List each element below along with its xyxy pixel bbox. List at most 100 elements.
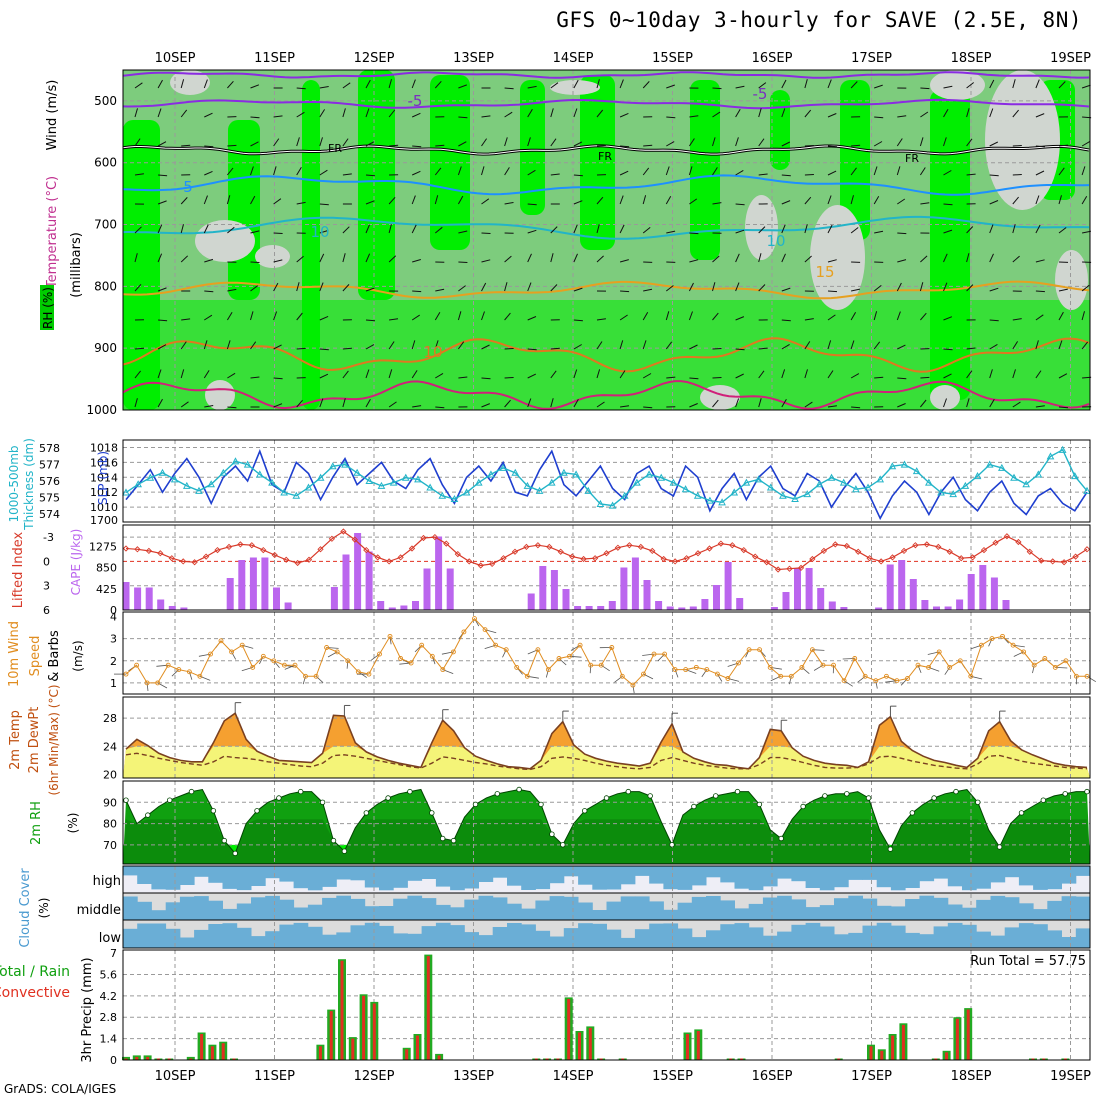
wind-barb <box>435 406 445 409</box>
thickness-marker <box>182 481 191 489</box>
cape-bar <box>354 533 362 610</box>
wind-barb <box>804 79 808 89</box>
wind-barb <box>365 369 370 379</box>
top-day-label: 11SEP <box>254 51 295 66</box>
wind-barb <box>134 398 138 408</box>
wind-barb <box>873 341 881 350</box>
thickness-marker <box>243 460 252 468</box>
wind-barb <box>619 79 624 89</box>
wind-barb <box>1081 140 1091 147</box>
wind-barb <box>550 347 560 350</box>
contour-label: -5 <box>408 92 423 110</box>
cloud-middle-bar <box>435 904 451 920</box>
wind-barb <box>180 369 185 379</box>
rh2m-marker <box>800 803 806 810</box>
cloud-high-bar <box>194 866 209 877</box>
wind-barb <box>342 284 350 292</box>
rh-legend-swatch <box>40 285 54 330</box>
cloud-middle-bar <box>677 902 693 920</box>
cloud-middle-bar <box>634 896 650 920</box>
wind-barb <box>596 109 604 118</box>
wind-barb <box>596 79 600 89</box>
thickness-marker <box>401 473 410 481</box>
cloud-high-bar <box>393 866 408 888</box>
cloud-low-bar <box>876 922 892 948</box>
rh-moist-region <box>770 90 790 170</box>
wind-barb <box>203 195 208 205</box>
precip-convective-bar <box>567 998 571 1060</box>
wind-speed-marker <box>577 642 583 648</box>
cloud-high-bar <box>677 866 693 890</box>
wind-barb <box>157 224 163 234</box>
wind-barb <box>573 108 578 118</box>
wind10m-panel <box>114 612 1097 694</box>
wind-barb <box>688 138 695 147</box>
cloud-middle-bar <box>905 899 920 920</box>
wind-barb <box>504 282 508 292</box>
wind-barb <box>989 287 999 292</box>
lifted-index-marker <box>408 545 416 552</box>
rh2m-marker <box>494 791 500 797</box>
wind-barb <box>550 108 554 118</box>
cloud-high-bar <box>549 866 565 884</box>
cape-bar <box>597 606 605 610</box>
wind-barb <box>157 108 162 118</box>
cloud-low-bar <box>1033 924 1048 948</box>
wind-barb <box>203 224 209 234</box>
lifted-index-marker <box>500 555 507 562</box>
freezing-level-contour-inner <box>122 145 1090 155</box>
wind-speed-marker <box>820 662 826 668</box>
wind-barb <box>527 373 537 379</box>
cape-bar <box>782 592 790 610</box>
wind-barb <box>1035 405 1045 408</box>
cape-bar <box>365 551 373 610</box>
wind-barb <box>573 369 578 379</box>
wind-barb <box>273 259 283 263</box>
wind-barb <box>712 87 722 90</box>
precip-convective-bar <box>146 1056 150 1060</box>
wind-barb <box>688 311 693 321</box>
wind-barb <box>989 108 994 118</box>
cloud-middle-bar <box>1018 903 1034 920</box>
thickness-marker <box>365 476 374 484</box>
wind-barb <box>781 108 786 118</box>
thickness-tick: 578 <box>39 442 60 455</box>
lifted-index-marker <box>202 553 210 560</box>
wind-speed-marker <box>957 658 963 664</box>
thickness-marker <box>1010 473 1018 481</box>
wind-barb <box>573 79 579 89</box>
wind-barb <box>481 198 490 205</box>
lifted-index-marker <box>626 542 633 549</box>
wind-speed-marker <box>303 673 308 679</box>
thickness-tick: 577 <box>39 459 60 472</box>
wind-speed-marker <box>355 669 361 675</box>
cloud-low-bar <box>706 930 721 948</box>
wind-barb <box>481 259 491 263</box>
cloud-low-bar <box>521 924 536 948</box>
wind-barb <box>319 315 329 321</box>
slp-frame <box>122 439 1091 523</box>
wind-barb <box>227 372 236 379</box>
wind-barb <box>342 173 352 176</box>
wind-barb <box>804 145 814 147</box>
wind-barb <box>897 115 907 118</box>
slp-tick: 1012 <box>90 486 118 499</box>
wind-barb <box>873 141 883 147</box>
wind-speed-marker <box>197 673 203 679</box>
temp2m-panel <box>123 697 1090 778</box>
cloud-high-bar <box>521 866 536 890</box>
wind-barb <box>411 79 416 89</box>
wind-barb <box>1058 373 1068 379</box>
li-tick: -3 <box>43 531 54 544</box>
thickness-marker <box>231 457 240 465</box>
cape-tick: 850 <box>96 562 117 575</box>
wind-barb <box>781 174 791 177</box>
rh2m-marker <box>560 842 566 848</box>
wind-barb <box>365 287 375 292</box>
wind-barb <box>527 398 532 408</box>
wind-barb <box>435 144 445 147</box>
cloud-middle-bar <box>1033 909 1048 920</box>
bottom-day-label: 19SEP <box>1050 1069 1091 1084</box>
rh2m-axis-label: 2m RH <box>29 801 44 845</box>
thickness-marker <box>973 472 982 480</box>
